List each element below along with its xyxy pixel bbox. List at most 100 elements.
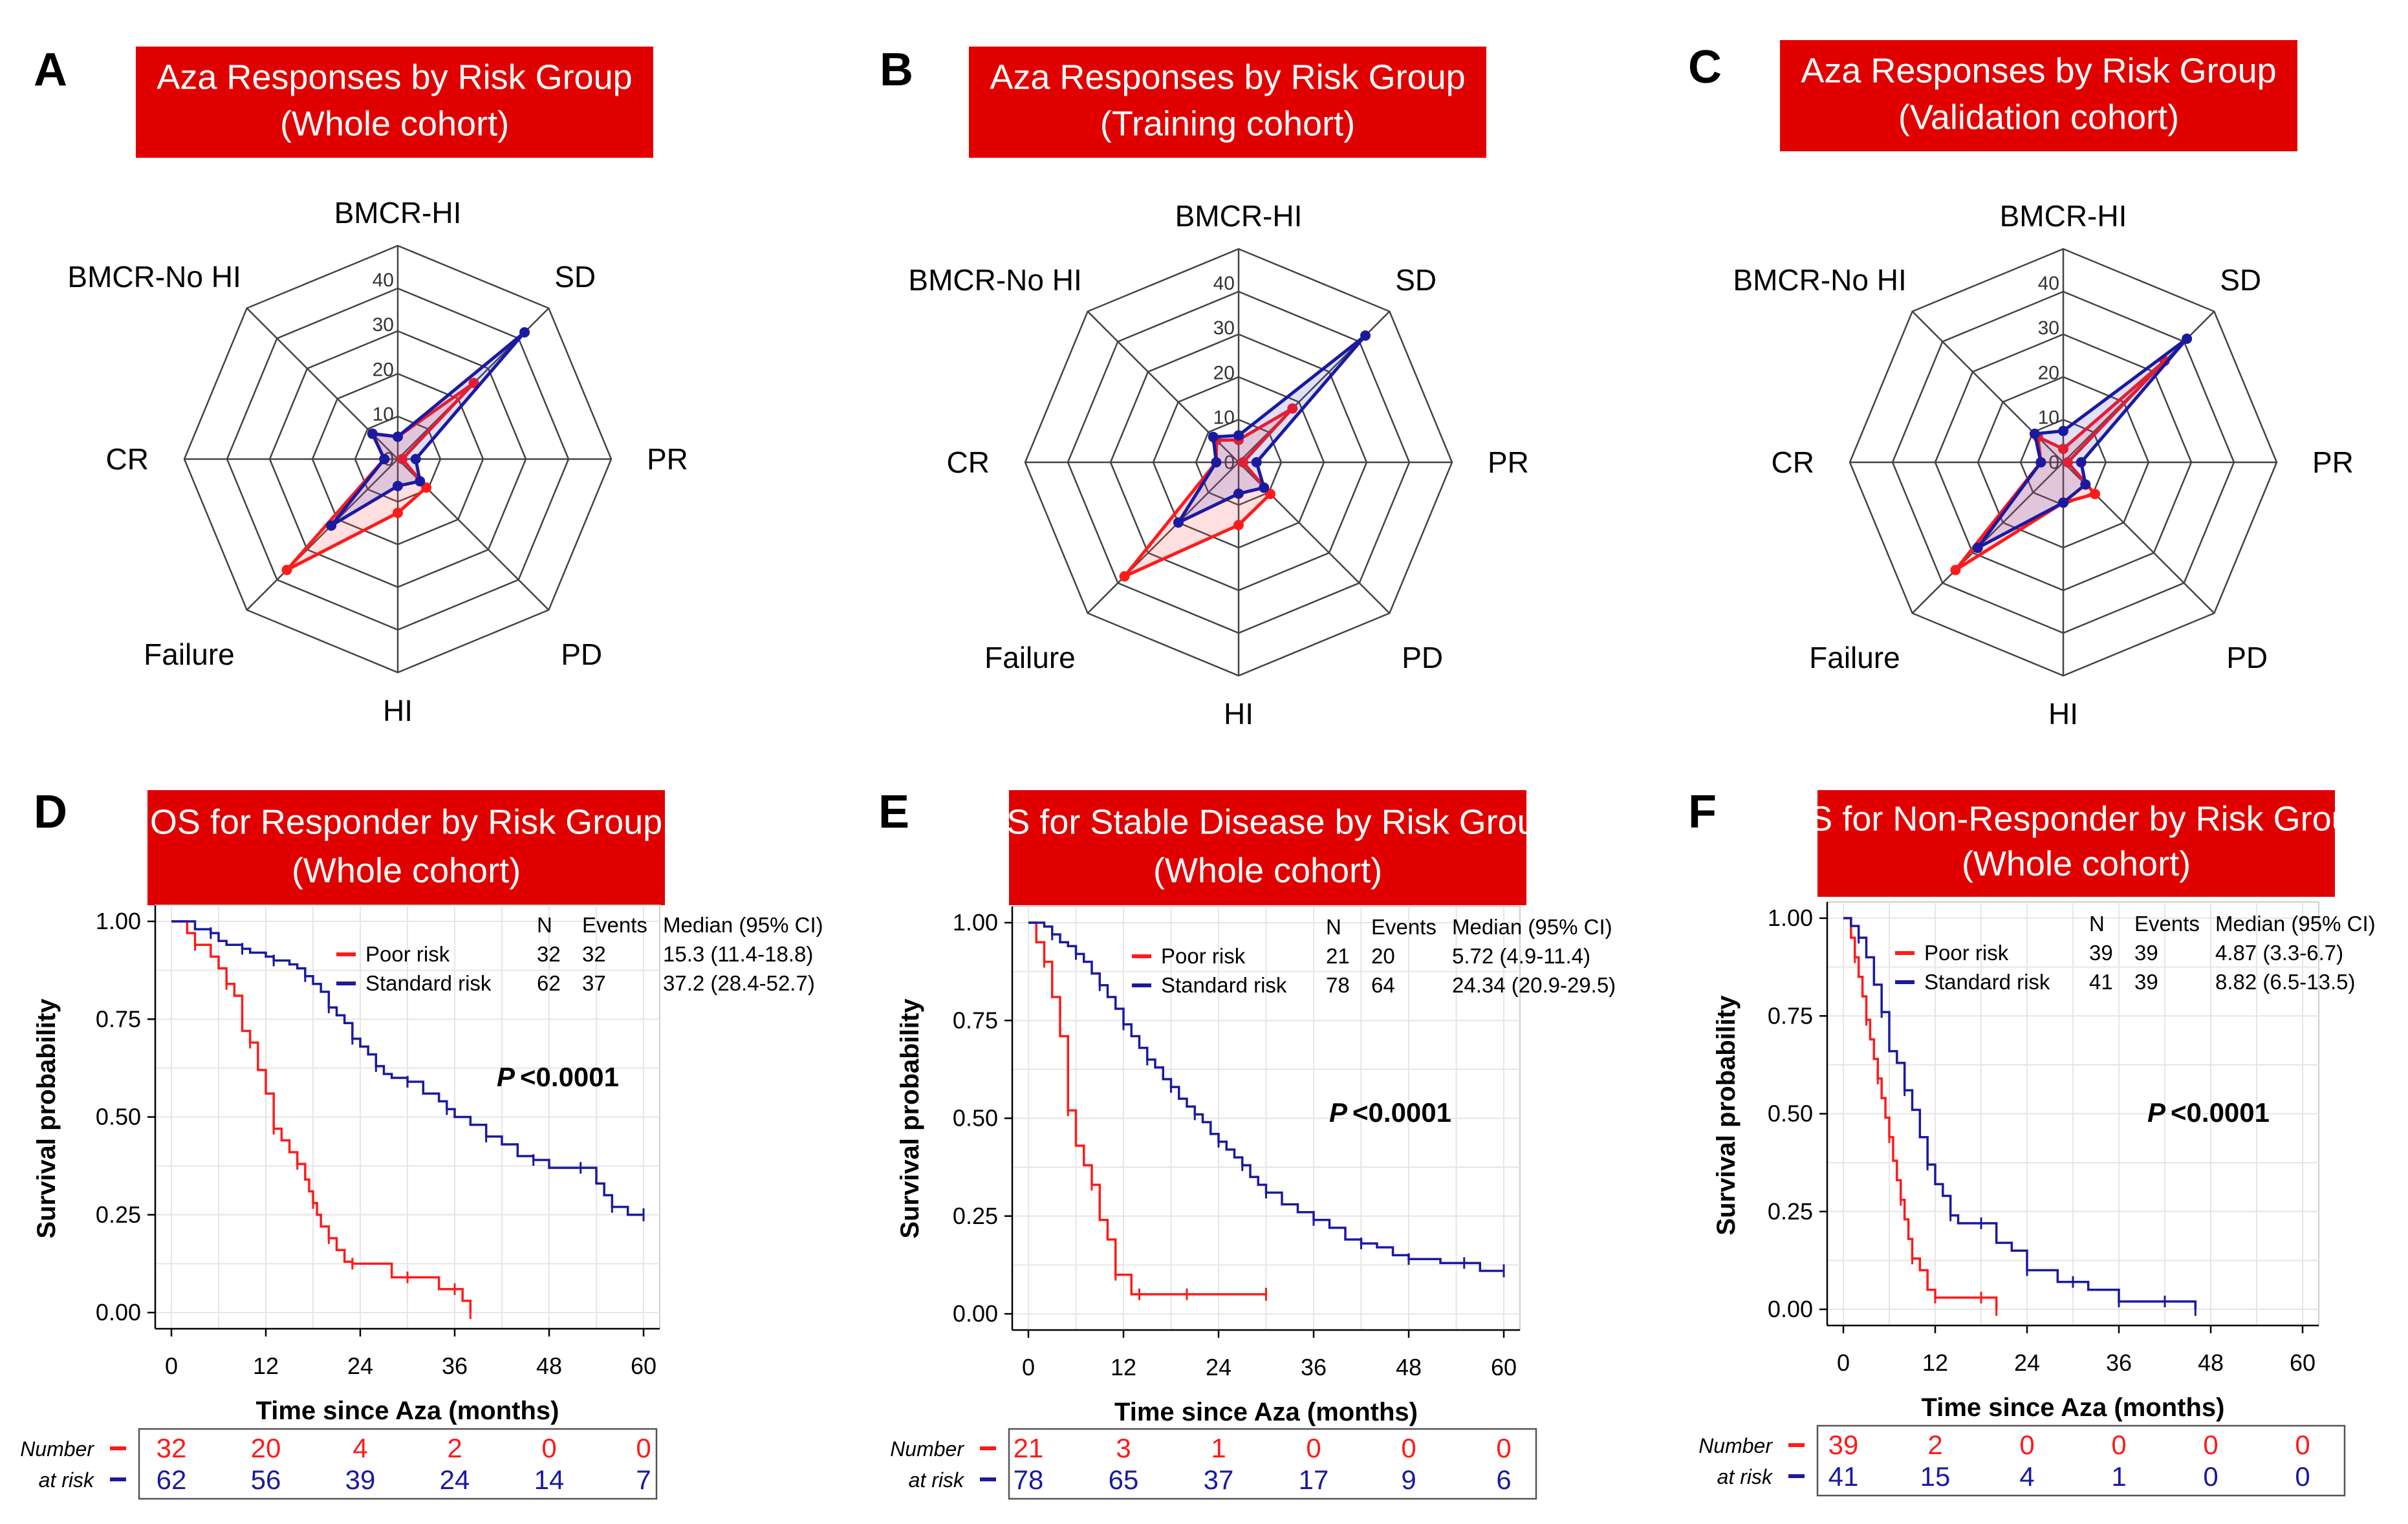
risk-count-poor: 0 [2295, 1430, 2310, 1460]
radar-axis-label: BMCR-HI [2000, 199, 2127, 233]
radar-point [1237, 457, 1248, 467]
x-tick-label: 12 [1111, 1354, 1136, 1380]
risk-count-standard: 62 [157, 1465, 187, 1495]
y-tick-label: 0.25 [1768, 1198, 1813, 1225]
risk-count-standard: 56 [251, 1465, 281, 1495]
x-tick-label: 0 [1837, 1349, 1850, 1376]
risk-table-label: Number [1698, 1434, 1773, 1457]
x-tick-label: 24 [1206, 1354, 1231, 1380]
radar-point [421, 482, 432, 493]
legend-n: 62 [537, 971, 561, 995]
y-tick-label: 0.75 [1768, 1002, 1813, 1029]
radar-point [2058, 425, 2068, 436]
radar-axis-label: BMCR-HI [334, 196, 462, 230]
y-tick-label: 1.00 [96, 908, 141, 934]
radar-tick-label: 40 [373, 270, 394, 291]
radar-axis-label: SD [554, 260, 596, 294]
title-banner-bg [1817, 790, 2335, 897]
y-tick-label: 0.25 [953, 1203, 998, 1229]
radar-axis-label: Failure [984, 641, 1076, 674]
radar-point [379, 454, 390, 464]
x-tick-label: 48 [536, 1353, 562, 1379]
risk-table-label: at risk [909, 1468, 965, 1492]
x-axis-label: Time since Aza (months) [1922, 1393, 2225, 1422]
legend-median: 4.87 (3.3-6.7) [2215, 941, 2343, 965]
risk-count-standard: 37 [1204, 1465, 1234, 1495]
title-banner-bg [147, 790, 665, 905]
radar-axis-label: Failure [1809, 641, 1900, 674]
km-chart-e: 0 12 24 36 48 60 0.00 0.25 0.50 0.75 1.00 Time sinc… [896, 906, 1616, 1426]
km-curve-standard [171, 920, 644, 1216]
radar-point [1950, 564, 1961, 575]
km-chart-f: 0 12 24 36 48 60 0.00 0.25 0.50 0.75 1.00 Time sinc… [1712, 901, 2376, 1422]
x-tick-label: 60 [631, 1353, 656, 1379]
risk-table-box [1816, 1424, 2346, 1497]
risk-count-poor: 39 [1828, 1430, 1859, 1460]
p-value: P <0.0001 [1329, 1097, 1451, 1128]
x-tick-label: 24 [347, 1353, 373, 1379]
risk-count-poor: 2 [1927, 1430, 1942, 1460]
radar-point [1265, 489, 1276, 500]
radar-spoke [1911, 462, 2064, 614]
chart-title: Aza Responses by Risk Group [990, 58, 1465, 96]
radar-point [393, 508, 403, 519]
radar-spoke [246, 458, 398, 611]
legend-header: Median (95% CI) [1452, 915, 1612, 939]
panel-letter-d: D [34, 786, 67, 838]
radar-point [2080, 479, 2091, 490]
p-value-number: <0.0001 [2171, 1097, 2270, 1128]
chart-title: OS for Non-Responder by Risk Group [1782, 800, 2370, 839]
legend-header: N [537, 913, 552, 937]
radar-tick-label: 0 [1224, 452, 1235, 473]
x-tick-label: 0 [165, 1353, 178, 1379]
radar-point [1287, 403, 1298, 414]
radar-axis-label: PR [2312, 445, 2354, 479]
radar-series-standard [1976, 337, 2189, 550]
legend-label: Standard risk [1924, 970, 2050, 994]
x-tick-label: 36 [1301, 1354, 1327, 1380]
risk-count-poor: 32 [157, 1433, 187, 1463]
legend-median: 24.34 (20.9-29.5) [1452, 973, 1616, 997]
y-tick-label: 0.25 [96, 1201, 141, 1228]
chart-title: OS for Stable Disease by Risk Group [979, 803, 1556, 842]
risk-count-standard: 41 [1828, 1461, 1859, 1492]
x-tick-label: 0 [1022, 1354, 1035, 1380]
risk-count-standard: 78 [1014, 1465, 1044, 1495]
radar-axis-label: BMCR-No HI [67, 260, 241, 294]
risk-count-standard: 9 [1401, 1465, 1416, 1495]
radar-point [326, 520, 337, 531]
radar-tick-label: 10 [1213, 407, 1235, 429]
risk-table-label: Number [890, 1437, 964, 1461]
radar-axis-label: HI [383, 694, 413, 727]
km-curve-poor [1843, 917, 1998, 1309]
radar-axis-label: PD [1402, 641, 1443, 674]
radar-chart-b: 0 10 20 30 40 BMCR-HI SD PR PD HI Failure CR BMCR-No… [908, 199, 1528, 731]
legend-header: Median (95% CI) [663, 913, 823, 937]
radar-point [519, 327, 530, 338]
risk-count-poor: 4 [353, 1433, 367, 1463]
x-tick-label: 48 [2198, 1349, 2224, 1376]
radar-tick-label: 40 [1213, 273, 1235, 294]
legend-n: 41 [2089, 970, 2113, 994]
radar-axis-label: HI [2048, 697, 2078, 731]
legend-header: Events [1371, 915, 1437, 939]
legend-label: Standard risk [365, 971, 492, 995]
radar-point [468, 378, 479, 389]
risk-count-standard: 14 [534, 1465, 565, 1495]
risk-table-label: at risk [1717, 1465, 1773, 1488]
risk-table-box [1008, 1428, 1537, 1500]
radar-point [2058, 497, 2068, 508]
radar-point [415, 476, 426, 487]
radar-point [1251, 457, 1262, 467]
risk-count-poor: 0 [541, 1433, 556, 1463]
legend-events: 20 [1371, 944, 1395, 968]
radar-axis-label: BMCR-No HI [908, 263, 1081, 297]
risk-count-poor: 0 [2019, 1430, 2034, 1460]
radar-point [281, 564, 292, 575]
radar-axis-label: BMCR-HI [1175, 199, 1303, 233]
radar-tick-label: 10 [373, 404, 394, 425]
radar-axis-label: PD [2226, 641, 2268, 674]
risk-count-poor: 2 [447, 1433, 462, 1463]
